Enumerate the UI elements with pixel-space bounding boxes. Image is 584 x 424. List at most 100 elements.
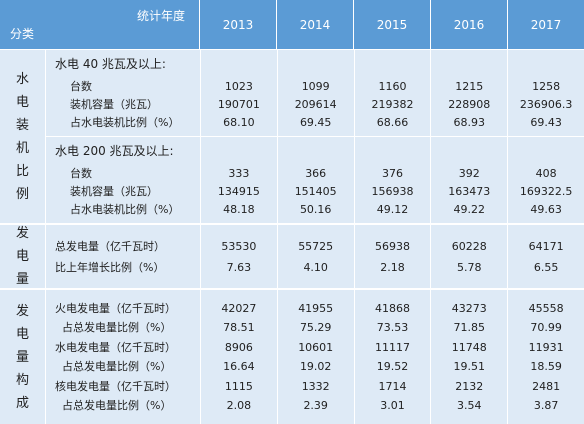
value: 1023 — [224, 79, 253, 93]
value: 333 — [228, 166, 250, 180]
value: 1160 — [378, 79, 407, 93]
value: 68.66 — [376, 115, 409, 129]
value: 49.63 — [530, 202, 562, 216]
value: 70.99 — [530, 321, 562, 334]
blocks: 火电发电量（亿千瓦时） 占总发电量比例（%） 水电发电量（亿千瓦时） 占总发电量比例（… — [46, 290, 584, 424]
value: 41955 — [298, 301, 334, 315]
value-cell: 1160 219382 68.66 — [355, 50, 432, 136]
value: 2132 — [455, 379, 484, 393]
corner-cell: 统计年度分类 — [0, 0, 200, 49]
value: 1115 — [224, 379, 253, 393]
value-cell: 42027 78.51 8906 16.64 1115 2.08 — [201, 290, 278, 424]
value: 209614 — [294, 97, 337, 111]
value: 2481 — [532, 379, 561, 393]
value: 2.18 — [380, 260, 405, 274]
value: 60228 — [451, 239, 487, 253]
value: 228908 — [448, 97, 491, 111]
value: 68.10 — [223, 115, 255, 129]
value-cell: 64171 6.55 — [508, 225, 584, 288]
value: 151405 — [294, 184, 337, 198]
value-cell: 45558 70.99 11931 18.59 2481 3.87 — [508, 290, 584, 424]
value: 42027 — [221, 301, 257, 315]
value: 55725 — [298, 239, 334, 253]
value: 41868 — [374, 301, 410, 315]
value-cell: 1258 236906.3 69.43 — [508, 50, 584, 136]
category-cell: 发电量 — [0, 225, 46, 288]
value: 49.12 — [376, 202, 409, 216]
item-cell: 水电 200 兆瓦及以上: 台数 装机容量（兆瓦） 占水电装机比例（%） — [46, 137, 201, 223]
group: 发电量 总发电量（亿千瓦时） 比上年增长比例（%） 53530 7.63 55725 4.1… — [0, 225, 584, 290]
value: 11748 — [451, 340, 487, 354]
value: 56938 — [374, 239, 410, 253]
value: 19.52 — [376, 360, 409, 373]
value: 19.02 — [299, 360, 332, 373]
value-cell: 1215 228908 68.93 — [431, 50, 509, 136]
value: 1215 — [455, 79, 484, 93]
value: 43273 — [451, 301, 487, 315]
value: 169322.5 — [519, 184, 573, 198]
value: 1714 — [378, 379, 407, 393]
block: 总发电量（亿千瓦时） 比上年增长比例（%） 53530 7.63 55725 4.10 56… — [46, 225, 584, 288]
row-label: 占总发电量比例（%） — [62, 399, 172, 412]
value: 1099 — [301, 79, 330, 93]
value: 3.54 — [457, 399, 482, 412]
value: 392 — [458, 166, 480, 180]
value: 49.22 — [453, 202, 486, 216]
row-label: 占水电装机比例（%） — [70, 115, 180, 129]
value: 8906 — [224, 340, 253, 354]
value: 376 — [381, 166, 403, 180]
value: 156938 — [371, 184, 414, 198]
value: 1258 — [532, 79, 561, 93]
row-label: 占总发电量比例（%） — [62, 360, 172, 373]
blocks: 总发电量（亿千瓦时） 比上年增长比例（%） 53530 7.63 55725 4.10 56… — [46, 225, 584, 288]
value: 69.45 — [299, 115, 332, 129]
value-cell: 41868 73.53 11117 19.52 1714 3.01 — [355, 290, 432, 424]
header-row: 统计年度 分类 2013 2014 2015 2016 2017 — [0, 0, 584, 50]
category-cell: 发电量构成 — [0, 290, 46, 424]
value: 236906.3 — [519, 97, 573, 111]
value-cell: 408 169322.5 49.63 — [508, 137, 584, 223]
value: 71.85 — [453, 321, 486, 334]
row-label: 装机容量（兆瓦） — [70, 184, 158, 198]
corner-bottom: 分类 — [10, 27, 35, 41]
value: 408 — [535, 166, 557, 180]
value: 4.10 — [303, 260, 328, 274]
block: 火电发电量（亿千瓦时） 占总发电量比例（%） 水电发电量（亿千瓦时） 占总发电量比例（… — [46, 290, 584, 424]
value-cell: 333 134915 48.18 — [201, 137, 278, 223]
row-label: 占水电装机比例（%） — [70, 202, 180, 216]
value: 3.87 — [533, 399, 559, 412]
value: 73.53 — [376, 321, 409, 334]
category-cell: 水电装机比例 — [0, 50, 46, 223]
row-label: 占总发电量比例（%） — [62, 321, 172, 334]
value: 50.16 — [299, 202, 332, 216]
value: 5.78 — [457, 260, 482, 274]
category-label: 发电量构成 — [15, 303, 29, 411]
group: 发电量构成 火电发电量（亿千瓦时） 占总发电量比例（%） 水电发电量（亿千瓦时） 占总发… — [0, 290, 584, 424]
value-cell: 1099 209614 69.45 — [278, 50, 355, 136]
value: 78.51 — [223, 321, 255, 334]
value: 69.43 — [530, 115, 562, 129]
group: 水电装机比例 水电 40 兆瓦及以上: 台数 装机容量（兆瓦） 占水电装机比例（%） 10… — [0, 50, 584, 225]
value: 64171 — [528, 239, 564, 253]
blocks: 水电 40 兆瓦及以上: 台数 装机容量（兆瓦） 占水电装机比例（%） 1023 1907… — [46, 50, 584, 223]
value-cell: 60228 5.78 — [431, 225, 509, 288]
value: 11117 — [374, 340, 410, 354]
block: 水电 40 兆瓦及以上: 台数 装机容量（兆瓦） 占水电装机比例（%） 1023 1907… — [46, 50, 584, 137]
value: 163473 — [448, 184, 491, 198]
value: 366 — [305, 166, 327, 180]
category-label: 发电量 — [15, 226, 29, 287]
value: 75.29 — [299, 321, 332, 334]
value: 1332 — [301, 379, 330, 393]
item-cell: 火电发电量（亿千瓦时） 占总发电量比例（%） 水电发电量（亿千瓦时） 占总发电量比例（… — [46, 290, 201, 424]
value-cell: 366 151405 50.16 — [278, 137, 355, 223]
corner-top: 统计年度 — [136, 9, 185, 23]
value: 2.39 — [303, 399, 328, 412]
value: 19.51 — [453, 360, 486, 373]
value: 6.55 — [533, 260, 559, 274]
block-title: 水电 200 兆瓦及以上: — [55, 143, 174, 158]
year-header: 2016 — [431, 0, 508, 49]
year-header: 2013 — [200, 0, 277, 49]
value: 219382 — [371, 97, 414, 111]
row-label: 比上年增长比例（%） — [55, 260, 165, 274]
